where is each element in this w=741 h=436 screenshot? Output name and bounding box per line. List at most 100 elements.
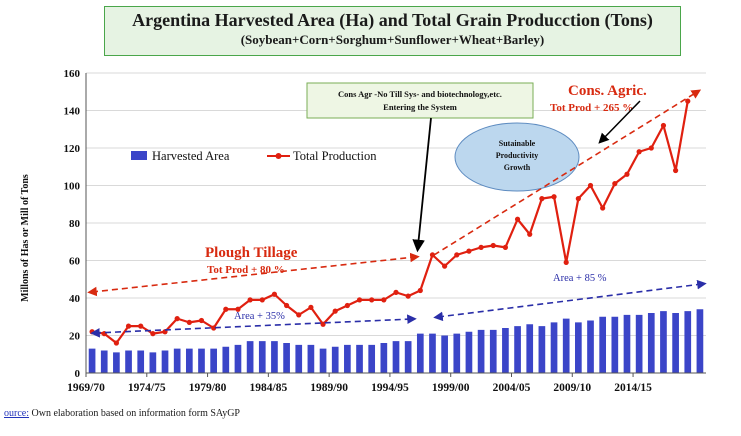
bar-harvested-area xyxy=(161,350,169,373)
production-point xyxy=(235,306,241,312)
x-tick-label: 2004/05 xyxy=(493,382,531,394)
production-polyline xyxy=(91,100,689,345)
production-point xyxy=(539,196,545,202)
production-point xyxy=(356,297,363,303)
production-point xyxy=(466,248,472,254)
production-point xyxy=(478,244,484,250)
chart-subtitle: (Soybean+Corn+Sorghum+Sunflower+Wheat+Ba… xyxy=(240,32,545,47)
source-label: ource: xyxy=(4,408,29,419)
bar-harvested-area xyxy=(526,324,534,373)
source-note: ource: Own elaboration based on informat… xyxy=(4,408,240,419)
bar-harvested-area xyxy=(271,341,278,373)
y-tick-label: 0 xyxy=(75,368,81,380)
bar-harvested-area xyxy=(696,309,704,373)
bar-harvested-area xyxy=(100,350,108,373)
harvested-area-bars xyxy=(88,309,704,373)
bar-harvested-area xyxy=(623,314,631,373)
legend-swatch-marker xyxy=(275,153,282,159)
production-point xyxy=(125,323,132,329)
production-point xyxy=(198,317,205,324)
y-tick-label: 120 xyxy=(64,143,81,155)
production-point xyxy=(502,244,509,250)
bar-harvested-area xyxy=(331,346,339,373)
bar-harvested-area xyxy=(611,316,619,373)
y-tick-label: 20 xyxy=(69,331,81,343)
y-tick-label: 160 xyxy=(64,68,81,80)
production-point xyxy=(612,181,618,187)
bar-harvested-area xyxy=(198,348,205,373)
bar-harvested-area xyxy=(392,341,400,373)
legend-swatch-area xyxy=(131,151,147,160)
production-point xyxy=(454,252,460,258)
x-tick-label: 2014/15 xyxy=(614,382,652,394)
production-point xyxy=(527,231,533,237)
production-point xyxy=(636,149,642,155)
production-point xyxy=(660,122,667,129)
legend-label-production: Total Production xyxy=(293,149,377,163)
production-point xyxy=(417,287,423,294)
tick-labels: 0 20 40 60 80 100 120 140 160 1969/70 1974/75 1979/… xyxy=(64,68,653,394)
bar-harvested-area xyxy=(222,346,230,373)
chart-title-box: Argentina Harvested Area (Ha) and Total … xyxy=(104,6,681,56)
cons-agr-line1: Cons Agr -No Till Sys- and biotechnology… xyxy=(338,89,502,99)
y-tick-label: 140 xyxy=(64,106,81,118)
plough-prod: Tot Prod + 80 % xyxy=(207,264,285,276)
bar-harvested-area xyxy=(502,328,509,373)
axes xyxy=(85,73,706,377)
production-point xyxy=(405,293,411,299)
bar-harvested-area xyxy=(538,326,546,373)
area-late-arrow xyxy=(433,279,707,322)
production-point xyxy=(89,329,95,335)
bar-harvested-area xyxy=(684,311,692,373)
bar-harvested-area xyxy=(441,335,448,373)
bar-harvested-area xyxy=(185,348,193,373)
area-early-arrow xyxy=(90,314,417,338)
x-tick-label: 1999/00 xyxy=(432,382,470,394)
x-tick-label: 1984/85 xyxy=(250,382,288,394)
cons-agric-prod: Tot Prod + 265 % xyxy=(550,102,633,114)
production-point xyxy=(369,297,375,303)
plough-title: Plough Tillage xyxy=(205,245,298,261)
x-tick-label: 1969/70 xyxy=(67,382,105,394)
production-point xyxy=(223,306,229,312)
y-tick-label: 100 xyxy=(64,181,81,193)
y-tick-label: 60 xyxy=(69,256,81,268)
production-point xyxy=(259,297,265,303)
x-tick-label: 1994/95 xyxy=(371,382,409,394)
x-tick-label: 1974/75 xyxy=(128,382,166,394)
production-point xyxy=(587,182,594,189)
x-tick-label: 1979/80 xyxy=(189,382,227,394)
area-late-label: Area + 85 % xyxy=(553,273,607,284)
production-point xyxy=(344,302,350,309)
bar-harvested-area xyxy=(88,348,96,373)
bar-harvested-area xyxy=(477,329,485,373)
bar-harvested-area xyxy=(307,344,315,373)
ellipse-line2: Productivity xyxy=(496,151,539,160)
bar-harvested-area xyxy=(380,343,388,373)
bar-harvested-area xyxy=(672,313,679,373)
productivity-ellipse: Sutainable Productivity Growth xyxy=(454,122,580,192)
cons-agric-trend-arrow xyxy=(433,89,702,256)
x-tick-label: 1989/90 xyxy=(310,382,348,394)
area-early-label: Area + 35% xyxy=(234,311,285,322)
production-point xyxy=(575,196,581,202)
chart-title: Argentina Harvested Area (Ha) and Total … xyxy=(132,10,653,30)
production-point xyxy=(490,242,496,249)
production-point xyxy=(296,312,302,318)
production-point xyxy=(685,98,691,104)
production-point xyxy=(150,331,156,337)
y-axis-label: Millons of Has or Mill of Tons xyxy=(20,174,31,302)
bar-harvested-area xyxy=(283,343,290,373)
bar-harvested-area xyxy=(635,314,643,373)
y-tick-label: 40 xyxy=(69,293,81,305)
bar-harvested-area xyxy=(453,333,461,373)
production-point xyxy=(673,167,679,174)
bar-harvested-area xyxy=(137,350,145,373)
cons-agr-line2: Entering the System xyxy=(383,102,457,112)
ellipse-line3: Growth xyxy=(504,163,531,172)
bar-harvested-area xyxy=(647,313,655,373)
bar-harvested-area xyxy=(173,348,181,373)
source-text: Own elaboration based on information for… xyxy=(31,408,241,419)
bar-harvested-area xyxy=(465,331,473,373)
